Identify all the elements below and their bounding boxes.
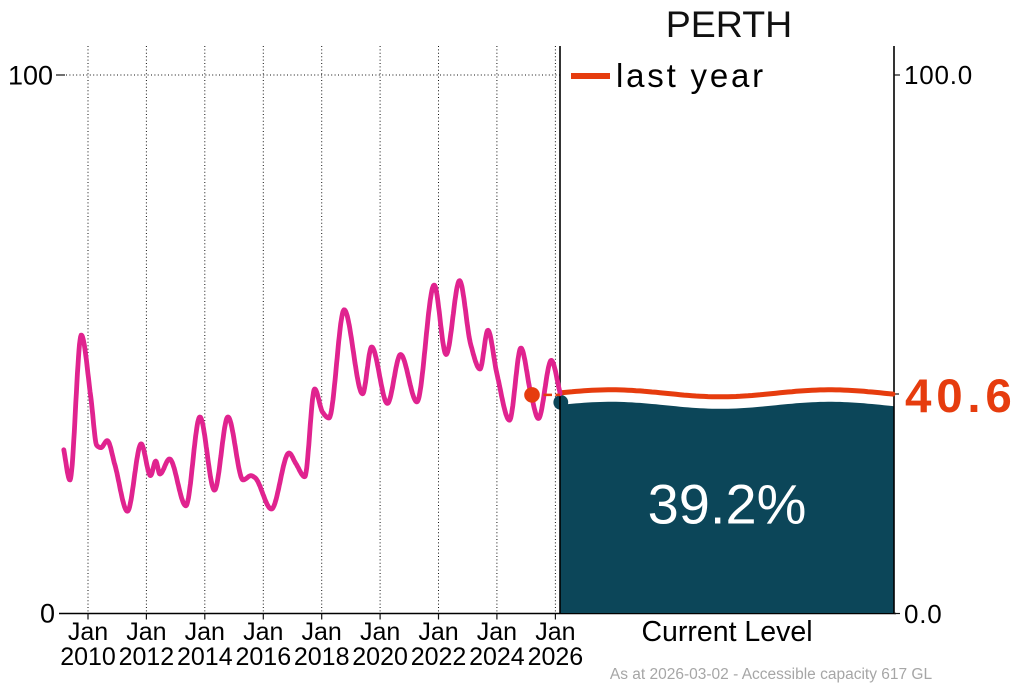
svg-text:100: 100 xyxy=(8,61,53,91)
svg-text:2010: 2010 xyxy=(60,643,116,671)
svg-text:Jan: Jan xyxy=(185,618,225,646)
svg-text:0: 0 xyxy=(40,599,55,629)
svg-text:Jan: Jan xyxy=(126,618,166,646)
svg-text:40.6: 40.6 xyxy=(905,370,1017,423)
svg-text:Jan: Jan xyxy=(360,618,400,646)
svg-text:2014: 2014 xyxy=(177,643,233,671)
svg-text:2012: 2012 xyxy=(119,643,175,671)
svg-text:PERTH: PERTH xyxy=(666,3,792,45)
svg-text:2022: 2022 xyxy=(411,643,467,671)
svg-text:last year: last year xyxy=(616,57,766,94)
svg-text:100.0: 100.0 xyxy=(904,60,973,90)
svg-text:2016: 2016 xyxy=(235,643,291,671)
svg-text:2024: 2024 xyxy=(469,643,525,671)
svg-text:Jan: Jan xyxy=(418,618,458,646)
svg-text:Current Level: Current Level xyxy=(641,616,812,648)
svg-text:2020: 2020 xyxy=(352,643,408,671)
svg-text:0.0: 0.0 xyxy=(904,599,943,629)
svg-text:Jan: Jan xyxy=(477,618,517,646)
svg-text:39.2%: 39.2% xyxy=(648,473,807,536)
svg-text:Jan: Jan xyxy=(535,618,575,646)
svg-text:2026: 2026 xyxy=(528,643,584,671)
svg-text:As at 2026-03-02 - Accessible: As at 2026-03-02 - Accessible capacity 6… xyxy=(610,666,933,683)
svg-text:Jan: Jan xyxy=(302,618,342,646)
svg-text:2018: 2018 xyxy=(294,643,350,671)
svg-text:Jan: Jan xyxy=(243,618,283,646)
svg-text:Jan: Jan xyxy=(68,618,108,646)
